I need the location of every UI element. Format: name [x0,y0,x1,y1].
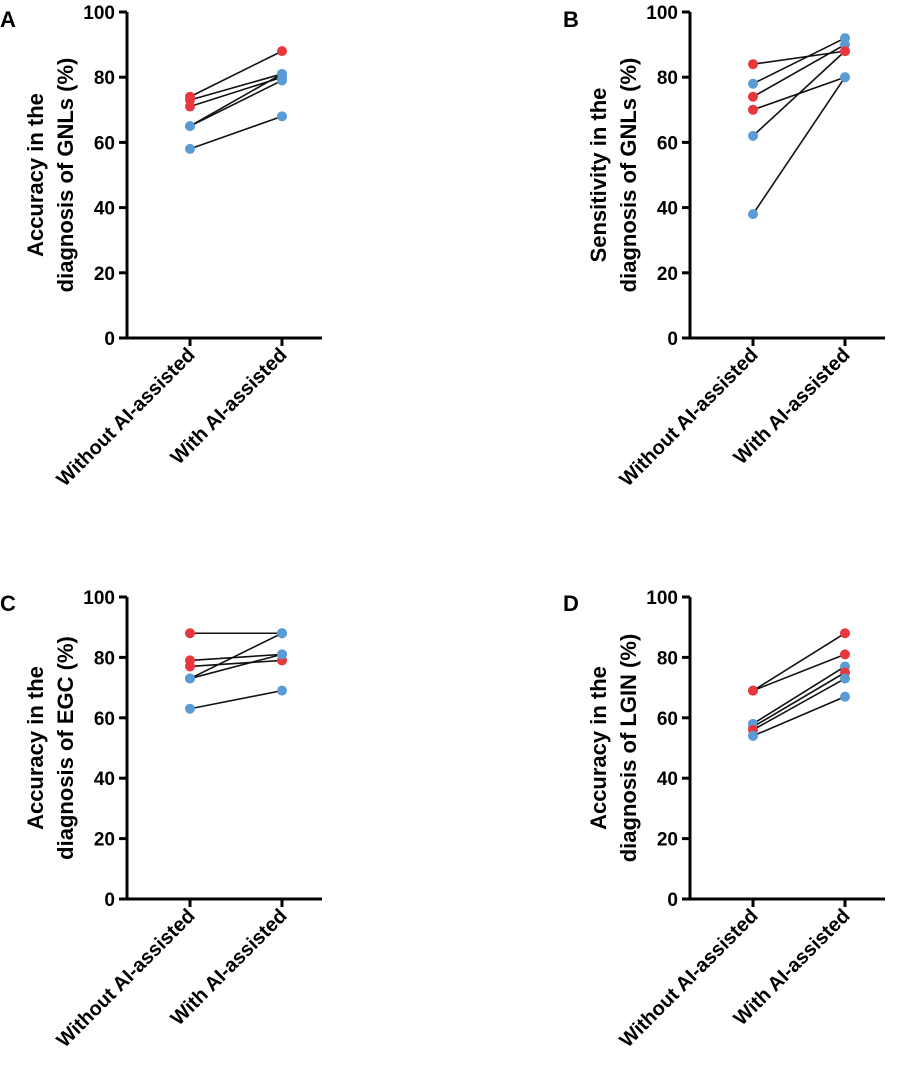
y-tick-label: 80 [94,648,115,669]
y-axis-label-line1: Sensitivity in the [586,88,611,263]
data-point [840,691,850,702]
series-line [752,671,846,728]
y-axis-label-line2: diagnosis of GNLs (%) [616,58,641,293]
y-tick-label: 60 [94,709,115,730]
y-tick-label: 100 [83,588,115,609]
series-line [752,37,846,85]
series-line [752,76,846,215]
y-tick-label: 20 [94,264,115,285]
y-tick-label: 40 [657,199,678,220]
data-point [840,72,850,83]
series-line [189,115,283,150]
data-point [277,75,287,86]
panel-letter: C [0,591,16,616]
data-point [185,703,195,714]
y-tick-label: 0 [104,890,115,911]
x-tick-label: Without AI-assisted [616,344,763,491]
y-tick-label: 40 [94,769,115,790]
data-point [748,104,758,115]
data-point [277,628,287,639]
series-line [752,43,846,98]
y-tick-label: 0 [667,329,678,350]
panel-letter: A [0,7,16,32]
series-line [189,73,283,101]
panel-c: C Accuracy in the diagnosis of EGC (%) 0 20 4… [0,588,322,1052]
data-point [840,649,850,660]
y-tick-label: 60 [657,709,678,730]
series-line [752,50,846,137]
panel-a: A Accuracy in the diagnosis of GNLs (%) 0 20… [0,3,322,491]
data-point [185,673,195,684]
x-tick-label: Without AI-assisted [53,905,200,1052]
data-point [840,628,850,639]
y-tick-label: 60 [657,133,678,154]
series-line [189,653,283,662]
series-line [752,665,846,725]
data-point [840,673,850,684]
data-point [185,143,195,154]
data-point [185,101,195,112]
y-tick-label: 20 [657,264,678,285]
y-tick-label: 0 [667,890,678,911]
y-tick-label: 20 [94,830,115,851]
data-point [748,59,758,70]
y-tick-label: 40 [94,199,115,220]
series-line [189,659,283,668]
data-point [748,91,758,102]
y-tick-label: 80 [657,648,678,669]
panel-letter: B [563,7,579,32]
panel-d: D Accuracy in the diagnosis of LGIN (%) 0 20… [563,588,885,1052]
y-axis-label-line2: diagnosis of LGIN (%) [616,634,641,863]
y-tick-label: 80 [94,68,115,89]
y-tick-label: 100 [646,3,678,24]
y-axis-label-line2: diagnosis of EGC (%) [53,636,78,860]
series-line [189,653,283,680]
y-axis-label-line1: Accuracy in the [23,666,48,830]
data-point [748,730,758,741]
y-tick-label: 100 [83,3,115,24]
data-point [748,130,758,141]
series-line [752,677,846,731]
series-line [189,73,283,127]
series-line [189,79,283,127]
panel-letter: D [563,591,579,616]
y-axis-label-line1: Accuracy in the [586,666,611,830]
series-line [189,689,283,710]
series-line [189,50,283,98]
y-tick-label: 40 [657,769,678,790]
y-tick-label: 100 [646,588,678,609]
y-tick-label: 0 [104,329,115,350]
series-line [752,695,846,737]
data-point [277,111,287,122]
series-line [752,653,846,692]
x-tick-label: Without AI-assisted [616,905,763,1052]
data-point [185,121,195,132]
y-tick-label: 20 [657,830,678,851]
series-line [752,632,846,692]
data-point [185,661,195,672]
data-point [840,46,850,57]
y-tick-label: 80 [657,68,678,89]
data-point [748,209,758,220]
series-line [189,632,283,680]
data-point [185,628,195,639]
data-point [748,78,758,89]
data-point [748,685,758,696]
panel-b: B Sensitivity in the diagnosis of GNLs (%)… [563,3,885,491]
y-tick-label: 60 [94,133,115,154]
data-point [277,685,287,696]
y-axis-label-line1: Accuracy in the [23,93,48,257]
data-point [277,649,287,660]
x-tick-label: Without AI-assisted [53,344,200,491]
data-point [277,46,287,57]
y-axis-label-line2: diagnosis of GNLs (%) [53,58,78,293]
